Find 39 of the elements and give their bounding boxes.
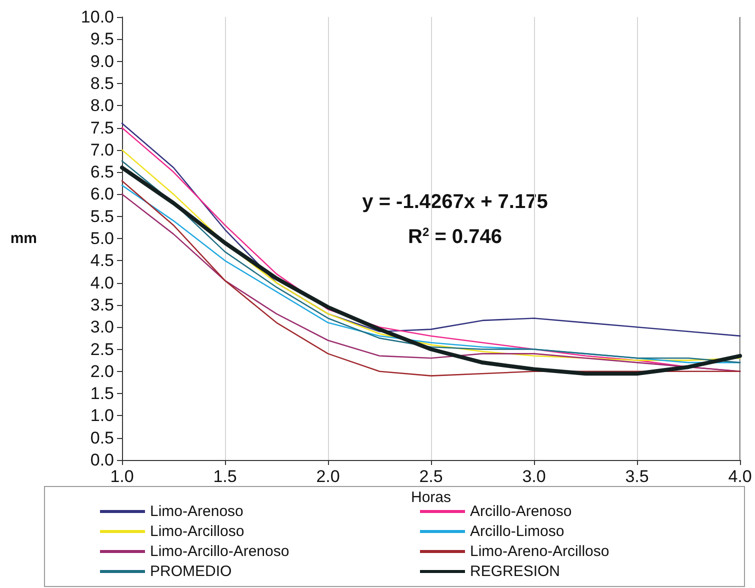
legend-label: Arcillo-Limoso	[470, 523, 564, 540]
y-tick-label: 5.0	[90, 229, 114, 248]
y-tick-label: 4.5	[90, 251, 114, 270]
y-tick-label: 2.0	[90, 362, 114, 381]
x-tick-label: 2.5	[419, 467, 443, 486]
legend-label: Arcillo-Arenoso	[470, 503, 572, 520]
x-tick-label: 3.0	[522, 467, 546, 486]
y-tick-label: 9.5	[90, 30, 114, 49]
annotation: y = -1.4267x + 7.175	[362, 191, 548, 213]
legend-label: Limo-Arcillo-Arenoso	[150, 543, 290, 560]
legend-label: Limo-Arenoso	[150, 503, 244, 520]
x-tick-label: 1.0	[110, 467, 134, 486]
x-tick-label: 2.0	[316, 467, 340, 486]
legend-label: PROMEDIO	[150, 563, 232, 580]
y-tick-label: 5.5	[90, 206, 114, 226]
y-tick-label: 3.5	[90, 295, 114, 314]
x-tick-label: 1.5	[213, 467, 237, 486]
x-axis-title: Horas	[410, 489, 452, 506]
legend-label: Limo-Arcilloso	[150, 523, 244, 540]
y-tick-label: 0.0	[90, 450, 114, 470]
y-tick-label: 6.5	[90, 162, 114, 182]
x-tick-label: 4.0	[728, 467, 752, 486]
x-tick-label: 3.5	[625, 467, 649, 486]
y-tick-label: 7.5	[90, 118, 114, 138]
y-tick-label: 8.5	[90, 74, 114, 93]
y-tick-label: 0.5	[90, 428, 114, 448]
y-tick-label: 1.0	[90, 406, 114, 426]
y-tick-label: 7.0	[90, 140, 114, 160]
y-tick-label: 4.0	[90, 273, 114, 292]
y-tick-label: 3.0	[90, 318, 114, 337]
y-tick-label: 10.0	[80, 8, 114, 26]
y-tick-label: 2.5	[90, 340, 114, 359]
y-axis-title: mm	[10, 230, 37, 247]
legend-label: REGRESION	[470, 563, 560, 580]
y-tick-label: 8.0	[90, 96, 114, 116]
y-tick-label: 1.5	[90, 384, 114, 404]
y-tick-label: 9.0	[90, 52, 114, 71]
legend-label: Limo-Areno-Arcilloso	[470, 543, 610, 560]
y-tick-label: 6.0	[90, 184, 114, 204]
